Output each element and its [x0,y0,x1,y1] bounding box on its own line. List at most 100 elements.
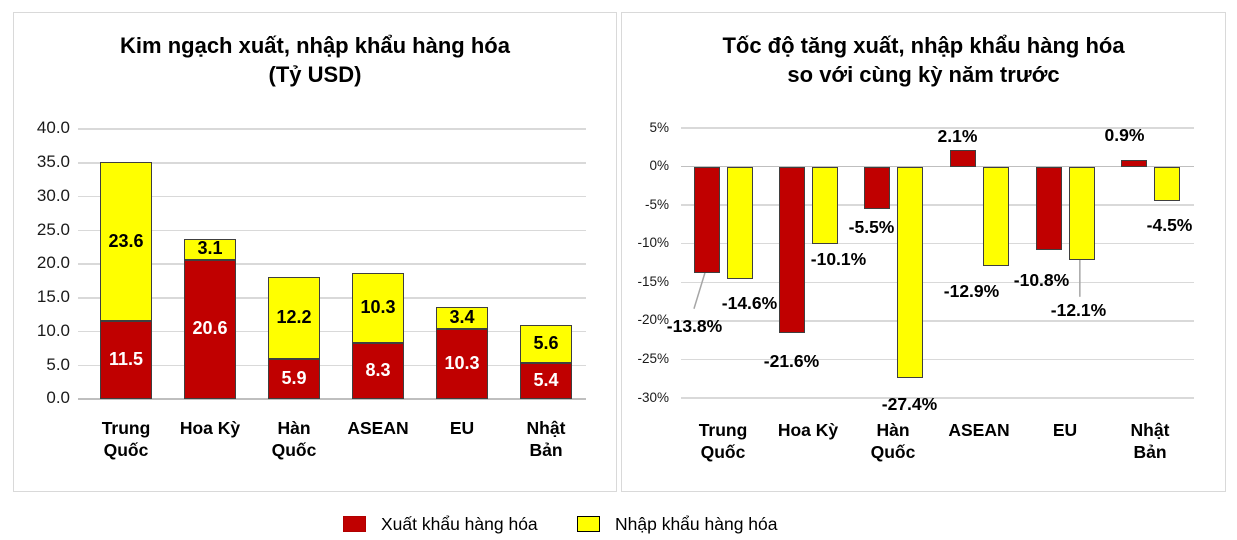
gridline-0.0 [78,398,586,400]
bar-segment-export-trung-quoc [100,321,152,399]
gridline--20% [681,320,1194,322]
growth-label-export-trung-quoc: -13.8% [666,316,723,337]
category-label-trung-quoc: Trung Quốc [698,420,748,462]
growth-bar-export-han-quoc [863,166,890,209]
gridline-10.0 [78,330,586,333]
growth-bar-export-nhat-ban [1120,159,1147,167]
category-label-nhat-ban: Nhật Bản [1130,420,1170,462]
bar-segment-import-trung-quoc [100,162,152,322]
growth-label-import-eu: -12.1% [1050,299,1107,320]
gridline--5% [681,204,1194,206]
growth-label-export-eu: -10.8% [1013,269,1070,290]
gridline--30% [681,397,1194,399]
bar-segment-export-hoa-ky [184,259,236,399]
value-label-export-asean: 8.3 [365,359,391,380]
category-label-nhat-ban: Nhật Bản [526,418,566,460]
gridline--10% [681,242,1194,245]
category-label-asean: ASEAN [948,420,1010,440]
trade-turnover-title-line2: (Tỷ USD) [268,62,362,87]
y-tick-15.0: 15.0 [36,287,70,307]
growth-label-import-nhat-ban: -4.5% [1146,215,1193,236]
gridline-15.0 [78,297,586,299]
growth-rate-plot: 5% 0% -5% -10% -15% -20% -25% -30% -13.8% -14.6% -… [622,13,1225,491]
growth-bar-import-hoa-ky [811,166,838,245]
growth-bar-export-eu [1035,166,1062,250]
y-tick-0.0: 0.0 [46,388,70,408]
growth-label-import-hoa-ky: -10.1% [810,249,867,270]
growth-bar-import-nhat-ban [1153,166,1180,202]
growth-bar-import-trung-quoc [726,166,753,280]
gridline-20.0 [78,263,586,265]
growth-label-export-hoa-ky: -21.6% [763,351,820,372]
category-label-hoa-ky: Hoa Kỳ [179,418,241,438]
legend-item-import: Nhập khẩu hàng hóa [577,514,778,534]
growth-label-import-trung-quoc: -14.6% [721,293,778,314]
y-tick-10.0: 10.0 [36,320,70,340]
growth-bar-import-eu [1068,166,1095,260]
legend-label-import: Nhập khẩu hàng hóa [615,513,778,534]
growth-bar-export-hoa-ky [778,166,805,334]
category-label-han-quoc: Hàn Quốc [870,420,916,462]
value-label-import-eu: 3.4 [449,307,475,327]
category-label-asean: ASEAN [347,418,409,438]
value-label-export-han-quoc: 5.9 [281,368,307,389]
bar-segment-import-nhat-ban [520,324,572,363]
value-label-import-hoa-ky: 3.1 [197,238,223,259]
y-tick-30.0: 30.0 [36,185,70,205]
y-tick-5%: 5% [649,119,669,135]
category-label-han-quoc: Hàn Quốc [271,418,317,460]
y-tick--20%: -20% [637,312,669,328]
legend: Xuất khẩu hàng hóa Nhập khẩu hàng hóa [0,512,1237,538]
y-tick--5%: -5% [644,196,669,212]
value-label-export-eu: 10.3 [444,353,480,374]
growth-bar-export-trung-quoc [693,166,720,274]
gridline-5.0 [78,364,586,366]
import-swatch [577,516,600,532]
gridline--25% [681,358,1194,361]
growth-bar-import-asean [982,166,1009,267]
export-swatch [343,516,366,532]
growth-label-export-nhat-ban: 0.9% [1104,124,1145,145]
panel-trade-turnover: Kim ngạch xuất, nhập khẩu hàng hóa (Tỷ U… [13,12,617,492]
bar-segment-import-asean [352,273,404,343]
growth-label-export-han-quoc: -5.5% [848,217,895,237]
category-label-eu: EU [449,418,475,438]
category-label-eu: EU [1052,420,1078,440]
growth-bar-export-asean [949,150,976,167]
trade-turnover-plot: 40.0 35.0 30.0 25.0 20.0 15.0 10.0 5.0 0.0 11.5 23… [14,13,616,491]
gridline-25.0 [78,229,586,231]
bar-segment-import-eu [436,306,488,330]
bar-segment-import-hoa-ky [184,239,236,260]
growth-label-import-han-quoc: -27.4% [881,393,938,414]
growth-rate-title-line1: Tốc độ tăng xuất, nhập khẩu hàng hóa [722,33,1125,58]
y-tick-35.0: 35.0 [36,152,70,172]
value-label-export-hoa-ky: 20.6 [192,318,228,339]
bar-segment-export-eu [436,329,488,399]
gridline-40.0 [78,128,586,130]
legend-item-export: Xuất khẩu hàng hóa [343,514,538,534]
value-label-export-nhat-ban: 5.4 [533,369,559,390]
growth-label-import-asean: -12.9% [943,281,1000,302]
growth-rate-title-line2: so với cùng kỳ năm trước [787,62,1060,87]
y-tick--30%: -30% [637,389,669,405]
gridline-0% [681,165,1194,168]
y-tick--10%: -10% [637,235,669,251]
legend-label-export: Xuất khẩu hàng hóa [381,513,538,534]
y-tick-20.0: 20.0 [36,253,70,273]
panel-growth-rate: Tốc độ tăng xuất, nhập khẩu hàng hóa so … [621,12,1226,492]
value-label-import-han-quoc: 12.2 [276,307,312,327]
y-tick-25.0: 25.0 [36,219,70,239]
category-label-trung-quoc: Trung Quốc [101,418,151,460]
y-tick-0%: 0% [649,158,669,174]
gridline--15% [681,281,1194,284]
y-tick--15%: -15% [637,273,669,289]
y-tick-5.0: 5.0 [46,354,70,374]
gridline-35.0 [78,162,586,164]
y-tick--25%: -25% [637,351,669,367]
growth-label-export-asean: 2.1% [937,126,978,147]
value-label-import-asean: 10.3 [360,297,396,318]
growth-rate-title: Tốc độ tăng xuất, nhập khẩu hàng hóa so … [622,31,1225,89]
bar-segment-export-nhat-ban [520,362,572,399]
gridline-30.0 [78,195,586,198]
